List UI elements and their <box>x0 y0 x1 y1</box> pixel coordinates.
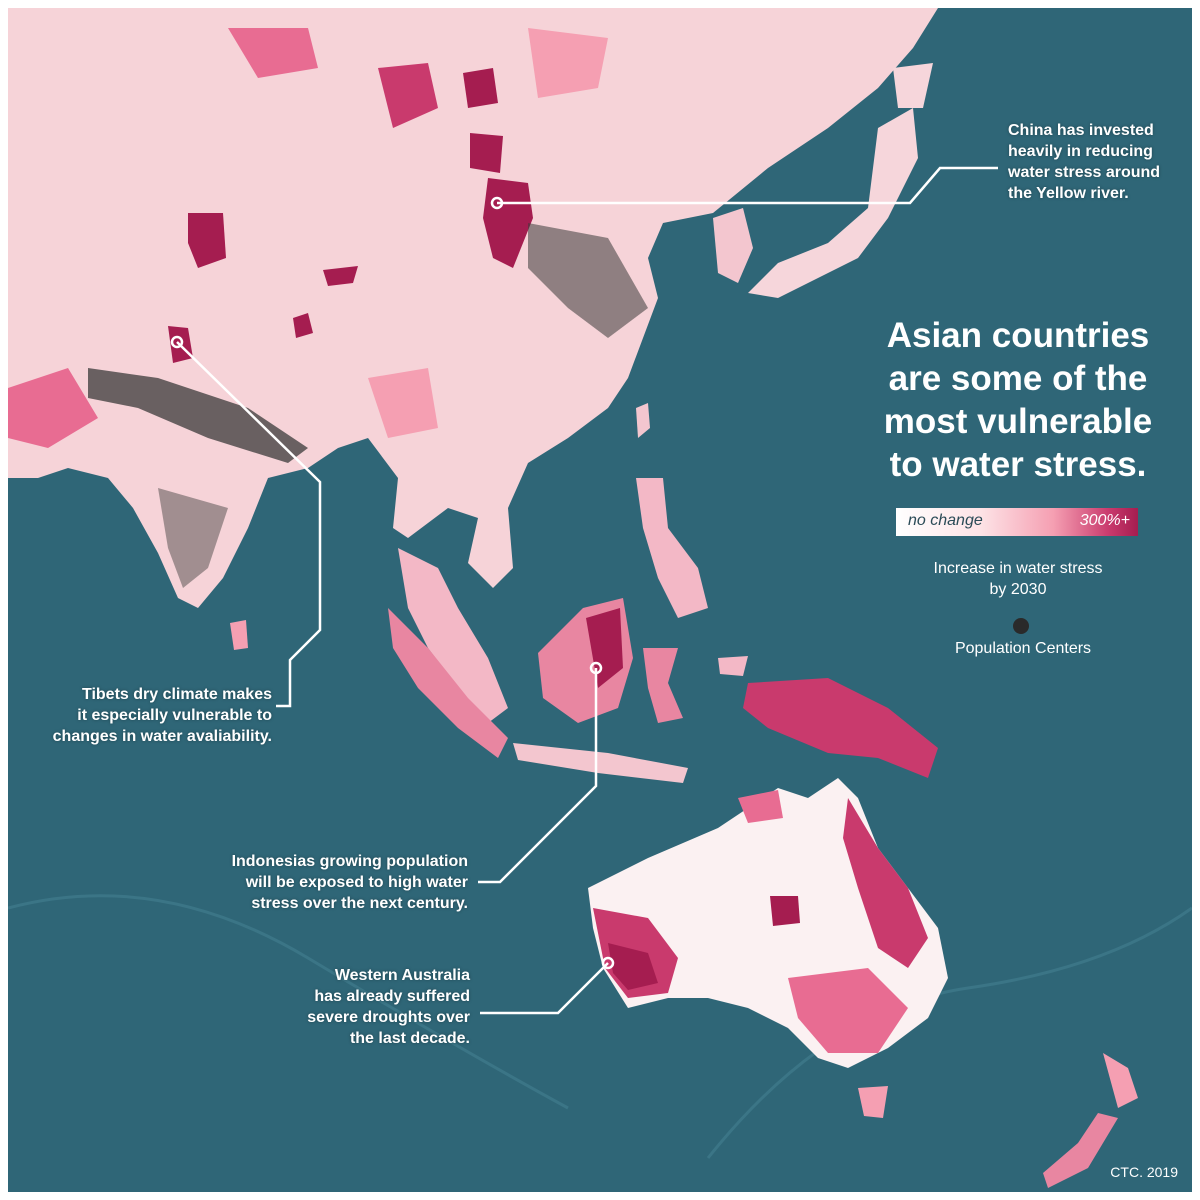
philippines-landmass <box>636 478 708 618</box>
australia-leader-line <box>480 962 609 1015</box>
asia-landmass <box>8 8 938 608</box>
stress-patch <box>368 368 438 438</box>
japan-landmass <box>893 63 933 108</box>
annotation-line: it especially vulnerable to <box>77 707 272 724</box>
annotation-line: stress over the next century. <box>251 895 468 912</box>
stress-patch <box>463 68 498 108</box>
tibet-marker <box>170 335 184 349</box>
annotation-line: Tibets dry climate makes <box>81 686 272 703</box>
ocean-ridge <box>8 894 569 1110</box>
stress-patch <box>188 213 226 268</box>
tasmania-landmass <box>858 1086 888 1118</box>
china-leader-line <box>497 166 998 205</box>
stress-patch <box>843 798 928 968</box>
stress-patch <box>228 28 318 78</box>
annotation-line: severe droughts over <box>307 1009 470 1026</box>
map-title-line: most vulnerable <box>883 402 1153 441</box>
annotation-line: the last decade. <box>349 1030 470 1047</box>
peninsula-landmass <box>398 548 508 723</box>
annotation-china: China has invested heavily in reducing w… <box>1008 120 1188 204</box>
korea-landmass <box>713 208 753 283</box>
stress-patch <box>738 790 783 823</box>
credit-text: CTC. 2019 <box>1110 1164 1178 1180</box>
ocean-ridge <box>706 906 1192 1159</box>
legend-gradient-bar: no change 300%+ <box>896 508 1138 536</box>
annotation-line: has already suffered <box>314 988 470 1005</box>
stress-patch <box>293 313 313 338</box>
taiwan-landmass <box>636 403 650 438</box>
newzealand-landmass <box>1043 1113 1118 1188</box>
annotation-line: Indonesias growing population <box>231 853 468 870</box>
population-cluster <box>528 223 648 338</box>
map-title: Asian countries are some of the most vul… <box>848 314 1188 486</box>
map-title-line: are some of the <box>888 359 1148 398</box>
population-cluster <box>88 368 308 463</box>
population-label: Population Centers <box>954 640 1092 657</box>
stress-patch <box>788 968 908 1053</box>
sumatra-landmass <box>388 608 508 758</box>
annotation-line: water stress around <box>1008 164 1161 181</box>
legend-caption: Increase in water stress by 2030 <box>898 558 1138 600</box>
stress-patch <box>483 178 533 268</box>
annotation-line: will be exposed to high water <box>245 874 468 891</box>
legend-caption-line: by 2030 <box>989 581 1047 598</box>
map-title-line: to water stress. <box>889 445 1147 484</box>
population-cluster <box>158 488 228 588</box>
annotation-tibet: Tibets dry climate makes it especially v… <box>22 684 272 747</box>
stress-patch <box>8 368 98 448</box>
stress-patch <box>608 943 658 990</box>
annotation-line: the Yellow river. <box>1008 185 1129 202</box>
china-marker <box>490 196 504 210</box>
stress-patch <box>770 896 800 926</box>
indonesia-marker <box>589 661 603 675</box>
legend-caption-line: Increase in water stress <box>933 560 1103 577</box>
water-stress-map: Asian countries are some of the most vul… <box>8 8 1192 1192</box>
annotation-indonesia: Indonesias growing population will be ex… <box>168 851 468 914</box>
map-canvas <box>8 8 1192 1192</box>
srilanka-landmass <box>230 620 248 650</box>
stress-patch <box>323 266 358 286</box>
annotation-line: changes in water avaliability. <box>52 728 272 745</box>
japan-landmass <box>748 108 918 298</box>
annotation-line: Western Australia <box>334 967 470 984</box>
stress-patch <box>528 28 608 98</box>
population-dot-icon <box>1013 618 1029 634</box>
stress-patch <box>470 133 503 173</box>
island-landmass <box>718 656 748 676</box>
annotation-australia: Western Australia has already suffered s… <box>268 965 470 1049</box>
newzealand-landmass <box>1103 1053 1138 1108</box>
map-title-line: Asian countries <box>886 316 1150 355</box>
indonesia-leader-line <box>478 668 598 884</box>
newguinea-landmass <box>743 678 938 778</box>
tibet-leader-line <box>176 341 322 708</box>
stress-patch <box>378 63 438 128</box>
sulawesi-landmass <box>643 648 683 723</box>
java-landmass <box>513 743 688 783</box>
annotation-line: heavily in reducing <box>1008 143 1153 160</box>
annotation-line: China has invested <box>1008 122 1154 139</box>
legend-max-label: 300%+ <box>1079 512 1130 529</box>
australia-marker <box>601 956 615 970</box>
legend-min-label: no change <box>908 512 983 529</box>
